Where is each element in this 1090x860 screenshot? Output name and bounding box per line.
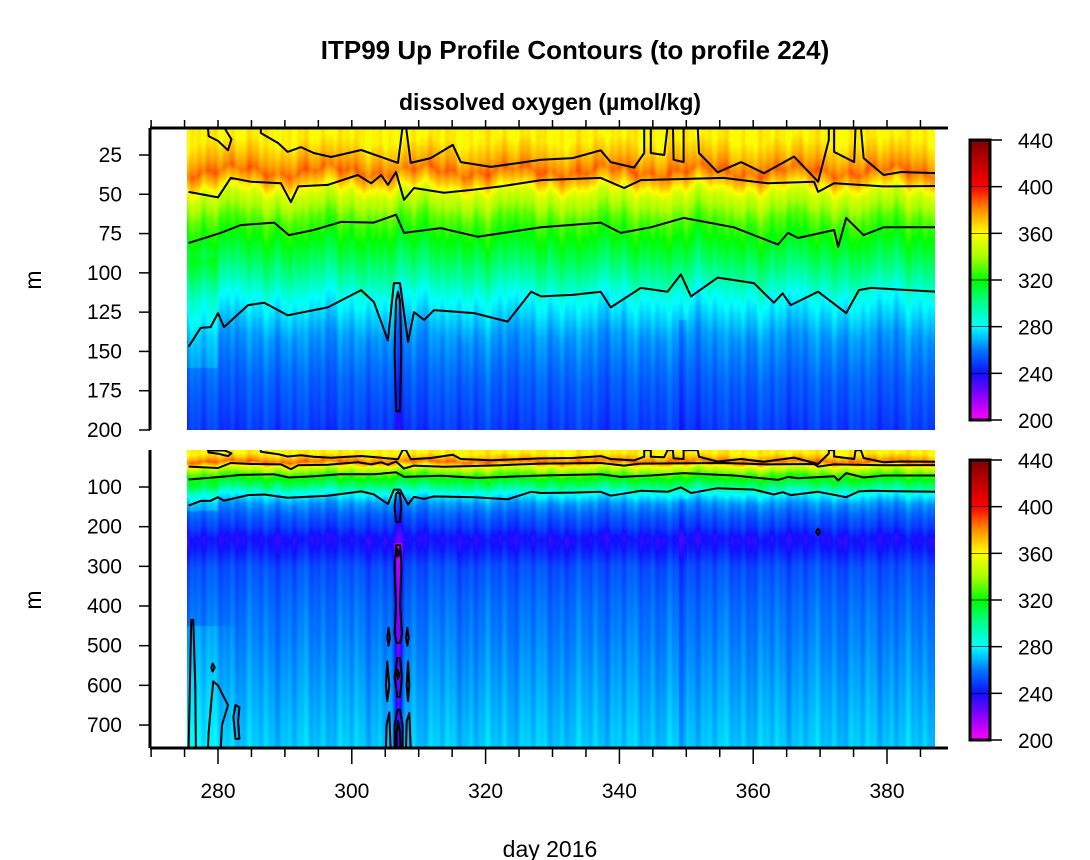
- contour-line-320: [188, 471, 935, 482]
- y-tick-label: 50: [99, 183, 122, 206]
- contour-line-240: [393, 490, 403, 523]
- x-tick-label: 280: [200, 780, 235, 803]
- contour-line-240: [815, 527, 822, 536]
- contour-line-280: [187, 618, 197, 748]
- contour-line-240: [393, 708, 404, 748]
- contour-line-360: [188, 171, 935, 204]
- colorbar-tick-label: 360: [1018, 543, 1053, 566]
- contour-line-360: [207, 128, 233, 152]
- contour-line-360: [259, 128, 935, 183]
- contour-line-280: [384, 711, 392, 748]
- y-tick-label: 600: [87, 674, 122, 697]
- x-tick-label: 340: [602, 780, 637, 803]
- chart-title: ITP99 Up Profile Contours (to profile 22…: [321, 35, 830, 65]
- x-tick-label: 380: [869, 780, 904, 803]
- heatmap-bottom-panel: [187, 450, 935, 748]
- colorbar-tick-label: 320: [1018, 270, 1053, 293]
- colorbar-tick-label: 240: [1018, 683, 1053, 706]
- contour-line-360: [259, 450, 935, 465]
- x-tick-label: 320: [468, 780, 503, 803]
- contour-line-200: [395, 668, 401, 680]
- contour-line-240: [393, 657, 403, 698]
- colorbar-tick-label: 280: [1018, 317, 1053, 340]
- contour-line-280: [207, 680, 229, 748]
- y-tick-label: 200: [87, 516, 122, 539]
- contour-line-280: [188, 486, 935, 507]
- colorbar-tick-label: 400: [1018, 177, 1053, 200]
- contours-bottom-panel: [187, 450, 935, 748]
- y-tick-label: 700: [87, 714, 122, 737]
- colorbar-tick-label: 240: [1018, 363, 1053, 386]
- colorbars: 200 240 280 320 360 400 440 200 240 280 320 360 400 4…: [968, 130, 1053, 753]
- y-tick-label: 25: [99, 144, 122, 167]
- x-axis-label: day 2016: [503, 836, 598, 860]
- contour-line-280: [405, 712, 412, 748]
- axes: 280 300 320 340 360 380 25 50 75 100 125 150 175 200 1…: [87, 120, 948, 803]
- colorbar-tick-label: 200: [1018, 410, 1053, 433]
- y-tick-label: 200: [87, 419, 122, 442]
- y-axis-label-bottom: m: [20, 590, 46, 609]
- contour-line-280: [232, 704, 241, 740]
- y-tick-label: 125: [87, 301, 122, 324]
- colorbar-tick-label: 200: [1018, 730, 1053, 753]
- contour-line-280: [210, 662, 216, 673]
- colorbar-tick-label: 400: [1018, 497, 1053, 520]
- y-tick-label: 175: [87, 380, 122, 403]
- contours-top-panel: [187, 128, 935, 413]
- colorbar-tick-label: 440: [1018, 130, 1053, 153]
- x-tick-label: 360: [736, 780, 771, 803]
- contour-line-280: [386, 626, 391, 647]
- contour-line-280: [384, 660, 391, 703]
- colorbar-tick-label: 440: [1018, 450, 1053, 473]
- colorbar-tick-label: 320: [1018, 590, 1053, 613]
- x-tick-label: 300: [334, 780, 369, 803]
- contour-line-360: [207, 450, 233, 458]
- y-tick-label: 100: [87, 262, 122, 285]
- contour-line-240: [393, 290, 403, 413]
- contour-line-280: [405, 626, 410, 647]
- y-tick-label: 100: [87, 476, 122, 499]
- heatmap-top-panel: [187, 128, 935, 430]
- contour-line-280: [405, 660, 411, 703]
- y-tick-label: 300: [87, 555, 122, 578]
- y-tick-label: 500: [87, 635, 122, 658]
- contour-line-240: [393, 543, 403, 644]
- chart-subtitle: dissolved oxygen (µmol/kg): [399, 89, 701, 115]
- contour-line-200: [395, 547, 401, 558]
- y-tick-label: 400: [87, 595, 122, 618]
- y-axis-label-top: m: [20, 270, 46, 289]
- contour-line-360: [188, 460, 935, 471]
- y-tick-label: 75: [99, 223, 122, 246]
- contour-line-280: [187, 273, 935, 348]
- contour-line-320: [188, 213, 935, 248]
- y-tick-label: 150: [87, 340, 122, 363]
- contour-line-200: [395, 720, 402, 748]
- colorbar-tick-label: 280: [1018, 637, 1053, 660]
- colorbar-tick-label: 360: [1018, 223, 1053, 246]
